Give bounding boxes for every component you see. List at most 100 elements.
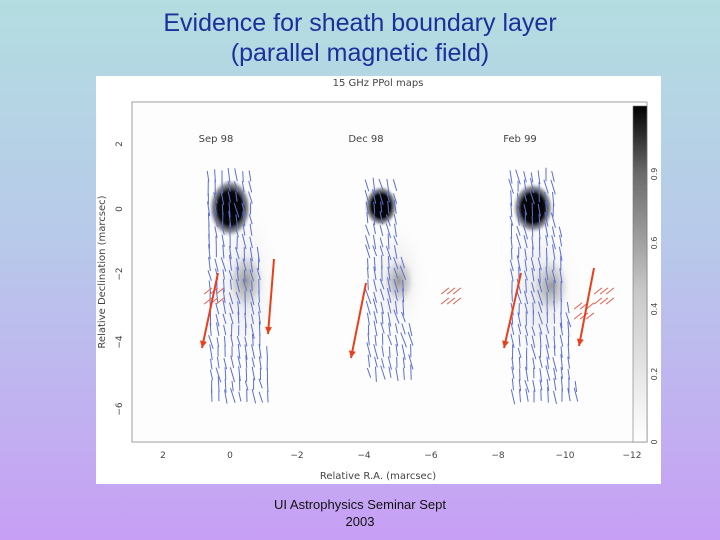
- polarization-vector: [560, 354, 563, 370]
- polarization-vector: [551, 269, 557, 284]
- polarization-vector: [605, 297, 615, 305]
- polarization-vector: [203, 297, 213, 305]
- polarization-vector: [531, 267, 535, 282]
- polarization-vector: [567, 321, 570, 337]
- polarization-vector: [364, 288, 372, 304]
- polarization-vector: [546, 378, 550, 392]
- polarization-vector: [241, 202, 246, 217]
- x-tick-label: −4: [357, 451, 371, 461]
- polarization-vector: [385, 223, 392, 239]
- polarization-vector: [365, 224, 370, 236]
- polarization-vector: [509, 215, 514, 227]
- polarization-vector: [379, 288, 385, 301]
- polarization-vector: [539, 267, 541, 284]
- polarization-vector: [552, 244, 556, 260]
- polarization-vector: [388, 322, 391, 336]
- polarization-vector: [402, 357, 405, 368]
- polarization-vector: [558, 246, 563, 261]
- polarization-vector: [387, 277, 391, 293]
- polarization-vector: [256, 268, 261, 281]
- colorbar-tick-label: 0.9: [650, 168, 659, 181]
- polarization-vector: [593, 297, 603, 305]
- polarization-vector: [516, 192, 520, 207]
- polarization-vector: [393, 235, 398, 246]
- polarization-vector: [523, 204, 528, 216]
- y-tick-label: −6: [115, 402, 125, 416]
- polarization-vector: [523, 179, 527, 192]
- field-direction-arrow: [576, 267, 595, 347]
- y-axis: 2 0 −2 −4 −6 Relative Declination (marcs…: [97, 141, 125, 416]
- polarization-vector: [537, 257, 542, 271]
- polarization-vector: [251, 388, 257, 404]
- polarization-vector: [229, 302, 234, 315]
- polarization-vector: [393, 309, 400, 324]
- polarization-vector: [408, 354, 414, 370]
- polarization-vector: [510, 268, 514, 282]
- polarization-vector: [228, 202, 231, 218]
- polarization-vector: [552, 357, 558, 372]
- polarization-vector: [203, 287, 213, 295]
- polarization-vector: [393, 278, 399, 293]
- polarization-vector: [229, 254, 232, 271]
- polarization-vector: [523, 225, 528, 240]
- polarization-vector: [537, 278, 543, 293]
- polarization-vector: [545, 235, 548, 247]
- polarization-vector: [593, 287, 603, 295]
- colorbar-tick-label: 0.6: [650, 237, 659, 250]
- polarization-vector: [222, 269, 225, 280]
- polarization-vector: [393, 193, 398, 204]
- polarization-vector: [387, 266, 391, 281]
- polarization-vector: [530, 290, 536, 304]
- polarization-vector: [235, 279, 240, 293]
- polarization-vector: [394, 301, 398, 315]
- polarization-vector: [553, 390, 557, 405]
- polarization-vector: [516, 290, 522, 305]
- polarization-vector: [553, 300, 556, 313]
- polarization-vector: [373, 320, 378, 337]
- polarization-vector: [531, 335, 536, 348]
- polarization-vector: [266, 378, 269, 393]
- polarization-vector: [509, 170, 513, 184]
- x-tick-label: −10: [556, 451, 575, 461]
- polarization-vector: [241, 181, 245, 192]
- polarization-vector: [244, 380, 249, 391]
- polarization-vector: [387, 256, 390, 269]
- polarization-vector: [251, 314, 254, 325]
- polarization-vector: [538, 301, 543, 313]
- polarization-vector: [208, 256, 211, 272]
- polarization-vector: [524, 325, 529, 336]
- polarization-vector: [236, 267, 239, 282]
- polarization-vector: [208, 335, 214, 350]
- polarization-vector: [242, 258, 247, 272]
- y-tick-label: 0: [115, 206, 125, 212]
- polarization-vector: [551, 170, 555, 182]
- polarization-vector: [524, 302, 528, 314]
- polarization-vector: [408, 322, 413, 337]
- field-direction-arrow: [502, 272, 522, 349]
- polarization-vector: [365, 201, 369, 214]
- polarization-vector: [517, 347, 522, 359]
- polarization-vector: [545, 201, 548, 215]
- polarization-vector: [560, 367, 563, 379]
- polarization-vector: [215, 297, 225, 305]
- polarization-vector: [249, 236, 253, 249]
- polarization-vector: [407, 331, 414, 346]
- polarization-vector: [452, 287, 462, 295]
- polarization-vector: [387, 356, 392, 370]
- polarization-vector: [229, 312, 234, 325]
- polarization-vector: [227, 180, 231, 192]
- polarization-vector: [235, 246, 240, 260]
- slide-title: Evidence for sheath boundary layer (para…: [0, 8, 720, 68]
- polarization-vector: [446, 297, 456, 305]
- polarization-vector: [539, 332, 542, 348]
- polarization-vector: [399, 265, 407, 280]
- polarization-vector: [222, 289, 226, 304]
- polarization-vector: [252, 333, 254, 346]
- colorbar: 0.9 0.6 0.4 0.2 0: [632, 105, 659, 445]
- polarization-vector: [544, 191, 549, 206]
- polarization-vector: [545, 323, 550, 334]
- polarization-vector: [224, 378, 227, 393]
- polarization-vector: [553, 345, 556, 356]
- polarization-vector: [258, 378, 263, 389]
- polarization-vector: [585, 302, 595, 310]
